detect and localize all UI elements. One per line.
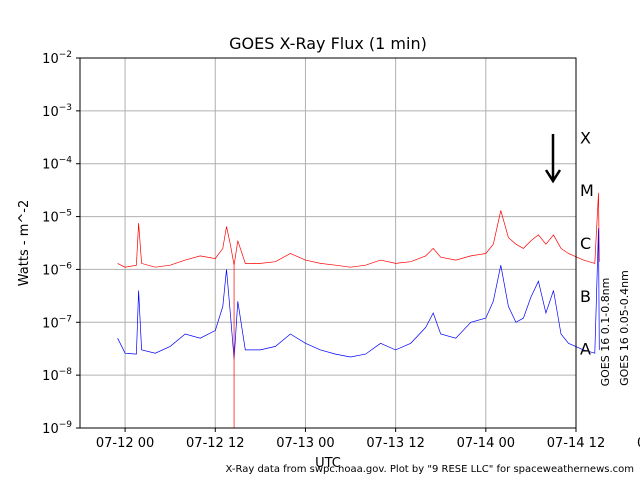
flare-class-label: M [580, 181, 594, 200]
flare-class-label: X [580, 128, 591, 147]
legend-entry-long-channel: GOES 16 0.1-0.8nm [599, 278, 612, 387]
y-tick-label: 10−9 [42, 420, 72, 437]
legend-entry-short-channel: GOES 16 0.05-0.4nm [618, 270, 631, 386]
x-tick-label: 07-14 12 [547, 436, 605, 451]
y-tick-label: 10−7 [42, 314, 72, 331]
y-tick-label: 10−8 [42, 367, 72, 384]
x-tick-label: 07-15 00 [637, 436, 640, 451]
grid-lines [80, 57, 577, 429]
x-axis-ticks: 07-12 00 07-12 12 07-13 00 07-13 12 07-14 00… [96, 428, 640, 451]
y-tick-label: 10−3 [42, 103, 72, 120]
y-tick-label: 10−4 [42, 156, 72, 173]
x-tick-label: 07-14 00 [457, 436, 515, 451]
chart-title: GOES X-Ray Flux (1 min) [229, 34, 427, 53]
flare-class-label: A [580, 340, 591, 359]
series-lines [117, 192, 600, 428]
data-credit-footer: X-Ray data from swpc.noaa.gov. Plot by "… [225, 464, 634, 475]
y-axis-ticks: 10−9 10−8 10−7 10−6 10−5 10−4 10−3 10−2 [42, 50, 80, 437]
y-tick-label: 10−5 [42, 209, 72, 226]
y-tick-label: 10−2 [42, 50, 72, 67]
x-tick-label: 07-13 00 [276, 436, 334, 451]
y-tick-label: 10−6 [42, 261, 72, 278]
flare-class-label: C [580, 234, 591, 253]
series-line [117, 228, 600, 360]
x-tick-label: 07-12 12 [186, 436, 244, 451]
plot-frame [79, 57, 577, 429]
x-tick-label: 07-13 12 [366, 436, 424, 451]
flare-class-labels: A B C M X [580, 128, 594, 358]
x-axis-label: UTC [315, 456, 341, 471]
latest-reading-arrow [544, 134, 562, 184]
flare-class-label: B [580, 287, 591, 306]
y-axis-label: Watts - m^-2 [17, 200, 32, 286]
series-line [117, 192, 600, 268]
x-tick-label: 07-12 00 [96, 436, 154, 451]
